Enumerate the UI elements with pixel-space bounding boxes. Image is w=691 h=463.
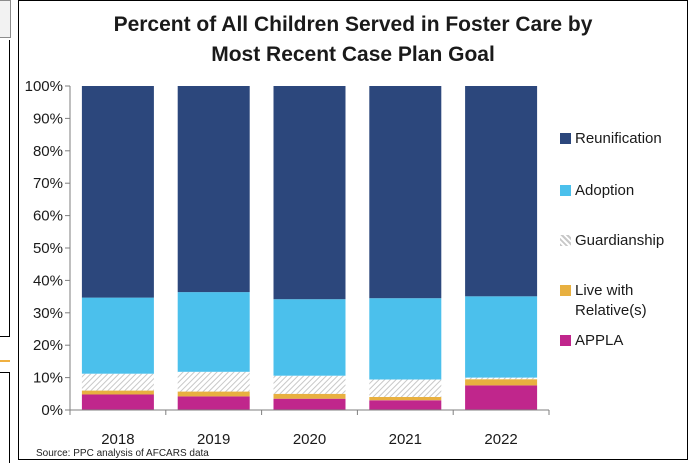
- legend-swatch-live-with-relative-s: [560, 285, 571, 296]
- legend-swatch-adoption: [560, 185, 571, 196]
- y-tick-label-100pct: 100%: [25, 78, 63, 95]
- bar-segment-adoption-2021: [369, 298, 442, 380]
- legend-swatch-guardianship: [560, 235, 571, 246]
- bar-segment-reunification-2019: [177, 86, 250, 293]
- bar-segment-guardianship-2022: [465, 377, 538, 380]
- legend-swatch-reunification: [560, 133, 571, 144]
- bar-segment-reunification-2022: [465, 86, 538, 297]
- legend-item-appla: APPLA: [560, 331, 623, 351]
- bar-segment-live-with-relative-s-2019: [177, 391, 250, 397]
- bar-segment-appla-2020: [273, 398, 346, 410]
- x-tick-label-2019: 2019: [197, 431, 230, 448]
- legend-label-reunification: Reunification: [575, 130, 662, 147]
- bar-segment-appla-2019: [177, 396, 250, 410]
- bar-segment-adoption-2018: [81, 297, 154, 374]
- bar-segment-adoption-2020: [273, 299, 346, 376]
- y-tick-label-30pct: 30%: [33, 305, 63, 322]
- legend-label-guardianship: Guardianship: [575, 232, 665, 249]
- bar-segment-adoption-2019: [177, 292, 250, 372]
- y-tick-label-50pct: 50%: [33, 240, 63, 257]
- x-tick-label-2021: 2021: [389, 431, 422, 448]
- bar-segment-appla-2021: [369, 400, 442, 410]
- bar-segment-live-with-relative-s-2018: [81, 390, 154, 395]
- y-tick-label-40pct: 40%: [33, 272, 63, 289]
- y-tick-label-60pct: 60%: [33, 208, 63, 225]
- bar-segment-guardianship-2019: [177, 371, 250, 392]
- legend-label-appla: APPLA: [575, 332, 624, 349]
- y-tick-label-70pct: 70%: [33, 175, 63, 192]
- legend-label-adoption: Adoption: [575, 182, 635, 199]
- legend-swatch-appla: [560, 335, 571, 346]
- bar-segment-appla-2022: [465, 385, 538, 410]
- legend-item-reunification: Reunification: [560, 129, 662, 149]
- x-tick-label-2018: 2018: [101, 431, 134, 448]
- y-tick-label-80pct: 80%: [33, 143, 63, 160]
- bar-segment-guardianship-2018: [81, 373, 154, 391]
- y-tick-label-10pct: 10%: [33, 370, 63, 387]
- bar-segment-guardianship-2021: [369, 379, 442, 397]
- bar-segment-appla-2018: [81, 394, 154, 410]
- bar-segment-live-with-relative-s-2020: [273, 393, 346, 399]
- x-tick-label-2020: 2020: [293, 431, 326, 448]
- adjacent-panel-bottom: [0, 372, 10, 463]
- legend-label-live-with-relative-s: Live with Relative(s): [575, 282, 647, 319]
- legend-item-live-with-relative-s: Live with Relative(s): [560, 281, 647, 321]
- legend-item-adoption: Adoption: [560, 181, 634, 201]
- bar-segment-guardianship-2020: [273, 375, 346, 394]
- bar-segment-reunification-2021: [369, 86, 442, 299]
- source-note: Source: PPC analysis of AFCARS data: [36, 448, 209, 459]
- bar-segment-reunification-2018: [81, 86, 154, 298]
- y-tick-label-90pct: 90%: [33, 110, 63, 127]
- bar-segment-adoption-2022: [465, 296, 538, 378]
- bar-segment-live-with-relative-s-2022: [465, 379, 538, 386]
- adjacent-panel-top: [0, 0, 11, 38]
- bar-segment-reunification-2020: [273, 86, 346, 300]
- bar-segment-live-with-relative-s-2021: [369, 397, 442, 401]
- y-tick-label-0pct: 0%: [41, 402, 63, 419]
- x-tick-label-2022: 2022: [484, 431, 517, 448]
- adjacent-accent-line: [0, 360, 10, 362]
- adjacent-panel-middle: [0, 40, 10, 337]
- y-tick-label-20pct: 20%: [33, 337, 63, 354]
- legend-item-guardianship: Guardianship: [560, 231, 664, 251]
